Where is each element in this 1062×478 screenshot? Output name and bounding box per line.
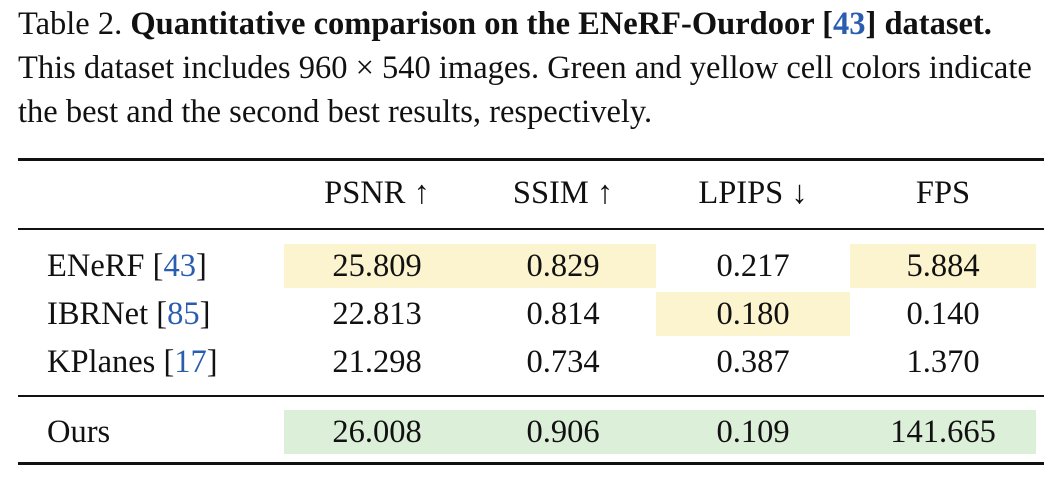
col-header-lpips: LPIPS ↓ xyxy=(698,175,808,211)
cell-enerf-lpips: 0.217 xyxy=(716,248,790,284)
col-header-psnr: PSNR ↑ xyxy=(324,175,430,211)
cell-ibrnet-psnr: 22.813 xyxy=(332,296,422,332)
caption-title-tail: dataset. xyxy=(884,6,992,42)
cell-ibrnet-lpips: 0.180 xyxy=(656,292,850,336)
row-label-ours: Ours xyxy=(47,414,111,450)
cell-enerf-ssim: 0.829 xyxy=(470,244,656,288)
cell-ours-lpips: 0.109 xyxy=(656,410,850,454)
cell-kplanes-psnr: 21.298 xyxy=(332,344,422,380)
bottom-rule xyxy=(18,462,1044,465)
col-header-fps: FPS xyxy=(915,175,971,211)
ours-rule xyxy=(18,395,1044,397)
cell-kplanes-lpips: 0.387 xyxy=(716,344,790,380)
header-rule xyxy=(18,228,1044,230)
cell-ibrnet-fps: 0.140 xyxy=(906,296,980,332)
caption-title-end: ] xyxy=(865,6,877,42)
caption-label: Table 2. xyxy=(18,6,123,42)
row-label-kplanes: KPlanes [17] xyxy=(47,344,218,380)
row-label-ibrnet: IBRNet [85] xyxy=(47,296,211,332)
caption-body: This dataset includes 960 × 540 images. … xyxy=(18,50,1032,130)
col-header-ssim: SSIM ↑ xyxy=(512,175,614,211)
cell-kplanes-ssim: 0.734 xyxy=(526,344,600,380)
table-caption: Table 2. Quantitative comparison on the … xyxy=(18,2,1052,134)
cell-ours-fps: 141.665 xyxy=(850,410,1036,454)
cell-ours-psnr: 26.008 xyxy=(284,410,470,454)
row-label-enerf: ENeRF [43] xyxy=(47,248,207,284)
cell-kplanes-fps: 1.370 xyxy=(906,344,980,380)
cell-ours-ssim: 0.906 xyxy=(470,410,656,454)
cell-enerf-psnr: 25.809 xyxy=(284,244,470,288)
caption-title: Quantitative comparison on the ENeRF-Our… xyxy=(130,6,833,42)
cell-ibrnet-ssim: 0.814 xyxy=(526,296,600,332)
top-rule xyxy=(18,158,1044,161)
cell-enerf-fps: 5.884 xyxy=(850,244,1036,288)
caption-title-ref[interactable]: 43 xyxy=(832,6,866,42)
